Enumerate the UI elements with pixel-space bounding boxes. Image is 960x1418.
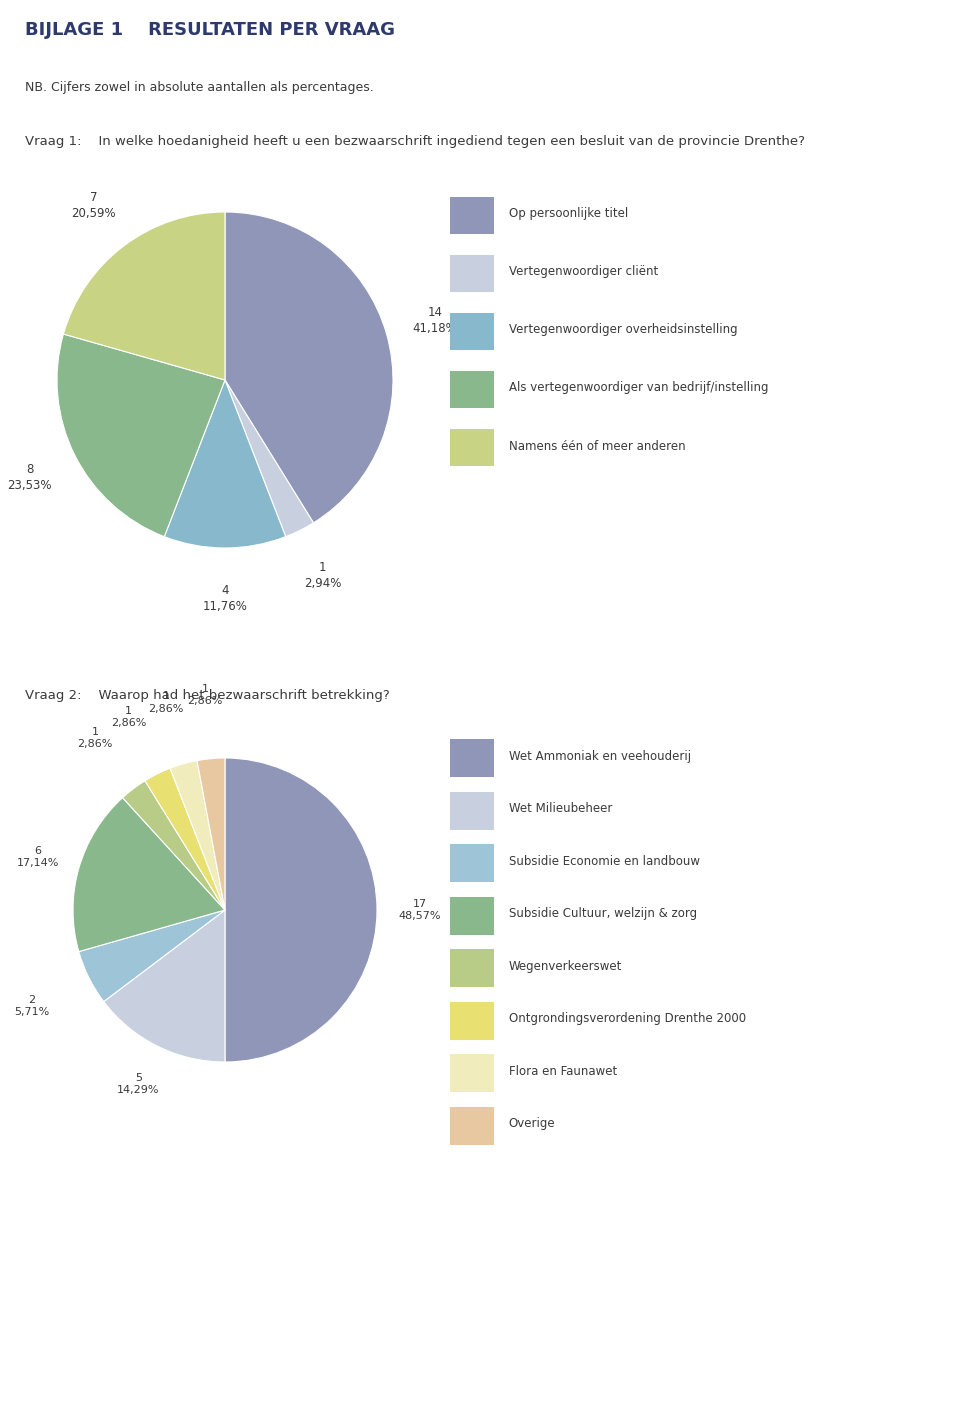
Text: Vraag 1:    In welke hoedanigheid heeft u een bezwaarschrift ingediend tegen een: Vraag 1: In welke hoedanigheid heeft u e…	[25, 135, 805, 147]
Text: Namens één of meer anderen: Namens één of meer anderen	[509, 440, 685, 452]
Text: 5
14,29%: 5 14,29%	[117, 1073, 159, 1095]
Wedge shape	[123, 781, 225, 910]
Bar	[450, 739, 494, 777]
Wedge shape	[73, 798, 225, 951]
Text: Subsidie Economie en landbouw: Subsidie Economie en landbouw	[509, 855, 700, 868]
Wedge shape	[104, 910, 225, 1062]
Bar	[450, 312, 494, 350]
Bar	[450, 950, 494, 987]
Wedge shape	[225, 759, 377, 1062]
Bar	[450, 255, 494, 292]
Bar	[450, 791, 494, 830]
Wedge shape	[79, 910, 225, 1001]
Bar	[450, 845, 494, 882]
Text: Wet Milieubeheer: Wet Milieubeheer	[509, 803, 612, 815]
Wedge shape	[164, 380, 286, 547]
Text: 8
23,53%: 8 23,53%	[8, 462, 52, 492]
Bar	[450, 898, 494, 934]
Bar	[450, 370, 494, 408]
Text: BIJLAGE 1    RESULTATEN PER VRAAG: BIJLAGE 1 RESULTATEN PER VRAAG	[25, 21, 395, 40]
Text: Flora en Faunawet: Flora en Faunawet	[509, 1065, 617, 1078]
Text: 14
41,18%: 14 41,18%	[413, 306, 457, 335]
Text: 4
11,76%: 4 11,76%	[203, 584, 248, 613]
Text: Overige: Overige	[509, 1117, 556, 1130]
Wedge shape	[145, 769, 225, 910]
Bar	[450, 428, 494, 467]
Text: Vraag 2:    Waarop had het bezwaarschrift betrekking?: Vraag 2: Waarop had het bezwaarschrift b…	[25, 689, 390, 702]
Text: Vertegenwoordiger overheidsinstelling: Vertegenwoordiger overheidsinstelling	[509, 323, 737, 336]
Bar	[450, 197, 494, 234]
Wedge shape	[197, 759, 225, 910]
Text: Op persoonlijke titel: Op persoonlijke titel	[509, 207, 628, 221]
Text: 1
2,86%: 1 2,86%	[111, 706, 147, 727]
Text: 17
48,57%: 17 48,57%	[398, 899, 441, 922]
Text: Wegenverkeerswet: Wegenverkeerswet	[509, 960, 622, 973]
Wedge shape	[225, 213, 393, 523]
Text: Vertegenwoordiger cliënt: Vertegenwoordiger cliënt	[509, 265, 658, 278]
Text: 7
20,59%: 7 20,59%	[71, 191, 116, 220]
Text: Subsidie Cultuur, welzijn & zorg: Subsidie Cultuur, welzijn & zorg	[509, 908, 697, 920]
Text: Als vertegenwoordiger van bedrijf/instelling: Als vertegenwoordiger van bedrijf/instel…	[509, 381, 768, 394]
Text: Wet Ammoniak en veehouderij: Wet Ammoniak en veehouderij	[509, 750, 691, 763]
Text: 1
2,86%: 1 2,86%	[148, 691, 183, 713]
Text: 13: 13	[910, 1390, 931, 1404]
Wedge shape	[225, 380, 314, 536]
Text: Ontgrondingsverordening Drenthe 2000: Ontgrondingsverordening Drenthe 2000	[509, 1012, 746, 1025]
Wedge shape	[170, 760, 225, 910]
Text: 6
17,14%: 6 17,14%	[16, 845, 60, 868]
Bar	[450, 1055, 494, 1092]
Wedge shape	[63, 213, 225, 380]
Text: 1
2,86%: 1 2,86%	[187, 683, 223, 706]
Text: 1
2,86%: 1 2,86%	[77, 726, 112, 749]
Bar	[450, 1107, 494, 1144]
Text: NB. Cijfers zowel in absolute aantallen als percentages.: NB. Cijfers zowel in absolute aantallen …	[25, 81, 373, 94]
Wedge shape	[57, 335, 225, 536]
Text: 1
2,94%: 1 2,94%	[303, 562, 341, 590]
Text: 2
5,71%: 2 5,71%	[14, 995, 49, 1017]
Bar	[450, 1003, 494, 1039]
